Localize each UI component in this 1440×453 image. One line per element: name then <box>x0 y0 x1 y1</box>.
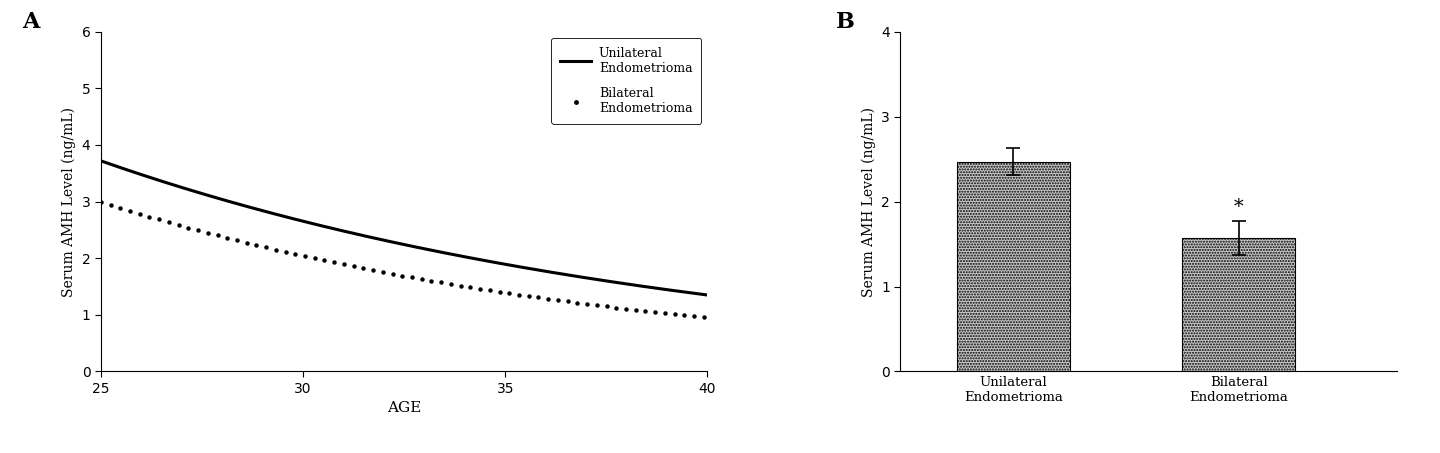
Bar <box>956 162 1070 371</box>
Y-axis label: Serum AMH Level (ng/mL): Serum AMH Level (ng/mL) <box>861 106 876 297</box>
Y-axis label: Serum AMH Level (ng/mL): Serum AMH Level (ng/mL) <box>62 106 76 297</box>
Text: *: * <box>1234 198 1244 216</box>
Bar <box>1182 238 1295 371</box>
X-axis label: AGE: AGE <box>387 401 422 415</box>
Text: A: A <box>22 11 39 34</box>
Legend: Unilateral
Endometrioma, Bilateral
Endometrioma: Unilateral Endometrioma, Bilateral Endom… <box>552 38 701 124</box>
Text: B: B <box>837 11 855 34</box>
